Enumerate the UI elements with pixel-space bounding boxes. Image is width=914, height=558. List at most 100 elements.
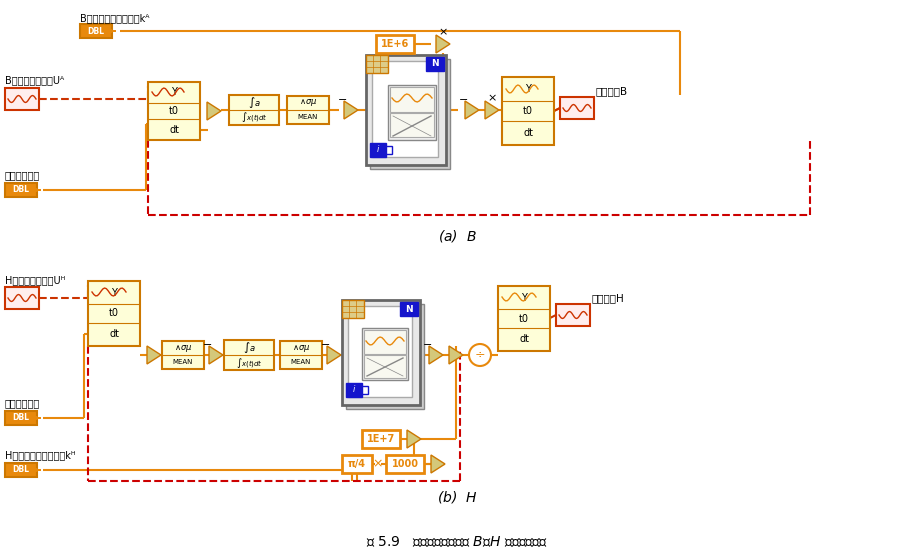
Polygon shape: [327, 346, 341, 364]
Text: MEAN: MEAN: [173, 359, 193, 365]
Bar: [342, 300, 364, 318]
Text: N: N: [431, 60, 439, 69]
Text: $\wedge\sigma\mu$: $\wedge\sigma\mu$: [299, 98, 317, 108]
Polygon shape: [465, 101, 479, 119]
Bar: [5, 463, 37, 477]
Text: 1E+6: 1E+6: [381, 39, 409, 49]
Text: 电压放大倍数: 电压放大倍数: [5, 170, 40, 180]
Polygon shape: [485, 101, 499, 119]
Bar: [229, 95, 279, 125]
Bar: [364, 330, 406, 354]
Text: −: −: [338, 95, 347, 105]
Bar: [346, 383, 362, 397]
Text: $\int x(t)dt$: $\int x(t)dt$: [240, 110, 268, 124]
Text: B传感器探针传感系数kᴬ: B传感器探针传感系数kᴬ: [80, 13, 150, 23]
Bar: [287, 96, 329, 124]
Bar: [372, 61, 438, 157]
Text: t0: t0: [109, 309, 119, 319]
Text: DBL: DBL: [13, 413, 29, 422]
Polygon shape: [429, 346, 443, 364]
Text: dt: dt: [169, 124, 179, 134]
Bar: [386, 146, 392, 154]
Text: ×: ×: [439, 27, 448, 37]
Bar: [366, 55, 446, 165]
Text: −: −: [203, 340, 213, 350]
Text: DBL: DBL: [88, 26, 104, 36]
Bar: [502, 77, 554, 145]
Text: ×: ×: [487, 93, 496, 103]
Text: 电压放大倍数: 电压放大倍数: [5, 398, 40, 408]
Bar: [364, 355, 406, 378]
Bar: [88, 281, 140, 346]
Bar: [5, 411, 37, 425]
Text: $\int x(t)dt$: $\int x(t)dt$: [236, 355, 262, 369]
Text: −: −: [423, 340, 432, 350]
Bar: [346, 304, 424, 409]
Text: 图 5.9   二维磁特性测量中 $B$、$H$ 计算程序框图: 图 5.9 二维磁特性测量中 $B$、$H$ 计算程序框图: [366, 535, 548, 550]
Bar: [556, 304, 590, 326]
Text: i: i: [353, 386, 356, 395]
Bar: [224, 340, 274, 370]
Bar: [162, 341, 204, 369]
Bar: [376, 35, 414, 53]
Bar: [362, 328, 408, 380]
Text: −: −: [322, 340, 331, 350]
Bar: [426, 57, 444, 71]
Bar: [342, 455, 372, 473]
Bar: [560, 97, 594, 119]
Bar: [400, 302, 418, 316]
Text: ×: ×: [373, 458, 383, 470]
Bar: [362, 430, 400, 448]
Polygon shape: [449, 346, 463, 364]
Text: MEAN: MEAN: [291, 359, 311, 365]
Bar: [370, 59, 450, 169]
Bar: [148, 82, 200, 140]
Polygon shape: [147, 346, 161, 364]
Bar: [388, 85, 436, 140]
Text: Y: Y: [112, 288, 117, 298]
Bar: [80, 24, 112, 38]
Polygon shape: [431, 455, 445, 473]
Bar: [386, 455, 424, 473]
Text: dt: dt: [523, 128, 533, 138]
Text: 磁场强度H: 磁场强度H: [592, 293, 625, 303]
Text: i: i: [377, 146, 379, 155]
Text: 磁通密度B: 磁通密度B: [596, 86, 628, 96]
Text: DBL: DBL: [13, 185, 29, 195]
Text: $\wedge\sigma\mu$: $\wedge\sigma\mu$: [174, 343, 192, 354]
Text: t0: t0: [169, 106, 179, 116]
Polygon shape: [207, 102, 221, 120]
Text: 1000: 1000: [391, 459, 419, 469]
Text: (b)  $H$: (b) $H$: [437, 489, 477, 505]
Text: dt: dt: [519, 334, 529, 344]
Bar: [366, 55, 388, 73]
Bar: [498, 286, 550, 351]
Polygon shape: [209, 346, 223, 364]
Polygon shape: [407, 430, 421, 448]
Text: π/4: π/4: [348, 459, 366, 469]
Polygon shape: [344, 101, 358, 119]
Text: $\wedge\sigma\mu$: $\wedge\sigma\mu$: [292, 343, 310, 354]
Text: (a)  $B$: (a) $B$: [438, 228, 476, 244]
Bar: [5, 183, 37, 197]
Text: $\int a$: $\int a$: [248, 95, 260, 110]
Bar: [342, 300, 420, 405]
Bar: [362, 386, 368, 394]
Text: −: −: [460, 95, 469, 105]
Text: B传感器感应电压Uᴬ: B传感器感应电压Uᴬ: [5, 75, 64, 85]
Bar: [370, 143, 386, 157]
Bar: [390, 113, 434, 137]
Text: MEAN: MEAN: [298, 114, 318, 120]
Text: t0: t0: [519, 314, 529, 324]
Text: N: N: [405, 305, 413, 314]
Text: DBL: DBL: [13, 465, 29, 474]
Bar: [5, 88, 39, 110]
Bar: [348, 306, 412, 397]
Text: $\int a$: $\int a$: [242, 340, 255, 355]
Text: H传感器感应电压Uᴴ: H传感器感应电压Uᴴ: [5, 275, 65, 285]
Polygon shape: [436, 35, 450, 53]
Circle shape: [469, 344, 491, 366]
Text: H传感器线圈传感系数kᴴ: H传感器线圈传感系数kᴴ: [5, 450, 76, 460]
Text: ÷: ÷: [474, 349, 485, 362]
Text: Y: Y: [525, 84, 531, 94]
